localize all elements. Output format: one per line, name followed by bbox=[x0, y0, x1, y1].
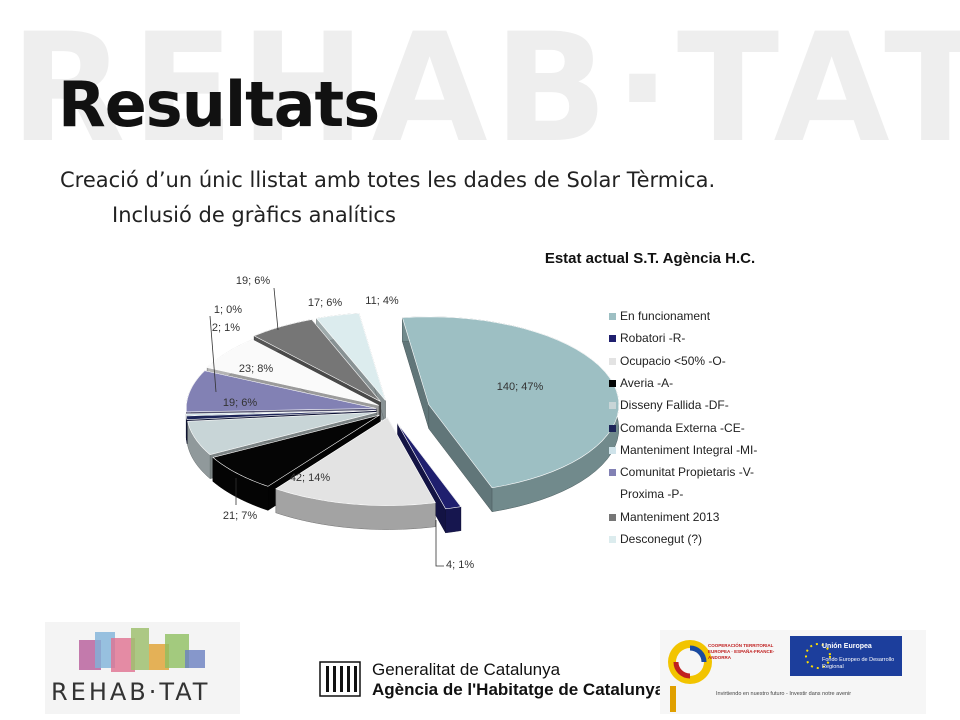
leader-line bbox=[209, 315, 217, 393]
leader-line bbox=[435, 520, 444, 567]
legend-swatch bbox=[609, 402, 616, 410]
legend-label: Robatori -R- bbox=[620, 331, 686, 346]
eu-title: Unión Europea bbox=[822, 643, 872, 650]
data-label-7: 23; 8% bbox=[239, 363, 273, 375]
legend-label: Ocupacio <50% -O- bbox=[620, 353, 726, 368]
legend-label: Averia -A- bbox=[620, 375, 674, 390]
eu-subtitle: Fondo Europeo de Desarrollo Regional bbox=[822, 657, 895, 670]
rehabitat-logo-text: REHAB·TAT bbox=[51, 678, 210, 706]
data-label-5: 2; 1% bbox=[212, 322, 240, 334]
rehabitat-watermark: REHAB·TAT bbox=[10, 2, 960, 170]
pie-slice-0 bbox=[402, 316, 620, 513]
gencat-name: Generalitat de Catalunya bbox=[372, 660, 561, 679]
leader-line bbox=[273, 287, 279, 331]
data-label-10: 11; 4% bbox=[365, 295, 399, 307]
poctefa-text: COOPERACIÓN TERRITORIAL EUROPEA · ESPAÑA… bbox=[708, 643, 775, 660]
legend-swatch bbox=[609, 446, 616, 454]
eu-funding-logos bbox=[660, 630, 926, 714]
subtitle-secondary: Inclusió de gràfics analítics bbox=[112, 203, 396, 227]
pie-slice-2 bbox=[275, 416, 436, 530]
data-label-6: 1; 0% bbox=[214, 304, 242, 316]
legend-label: Manteniment Integral -MI- bbox=[620, 442, 758, 457]
watermark-text: REHAB·TAT bbox=[10, 2, 960, 170]
pie-chart: 140; 47% 4; 1% 42; 14% 21; 7% 19; 6% 2; 1% 1; … bbox=[185, 275, 620, 571]
data-label-3: 21; 7% bbox=[223, 510, 257, 522]
chart-title: Estat actual S.T. Agència H.C. bbox=[544, 250, 756, 267]
agency-name: Agència de l'Habitatge de Catalunya bbox=[372, 680, 665, 699]
legend-swatch bbox=[609, 536, 616, 543]
legend-swatch bbox=[609, 424, 616, 432]
legend-label: Disseny Fallida -DF- bbox=[620, 398, 729, 413]
subtitle-primary: Creació d’un únic llistat amb totes les … bbox=[60, 168, 716, 192]
legend-swatch bbox=[609, 357, 616, 365]
gencat-logo bbox=[318, 658, 638, 700]
legend-swatch bbox=[609, 513, 616, 521]
eu-flag-icon bbox=[790, 636, 846, 676]
legend-swatch bbox=[609, 379, 616, 387]
legend-swatch bbox=[609, 335, 616, 343]
legend-label: Comunitat Propietaris -V- bbox=[620, 465, 755, 480]
rehabitat-logo: REHAB·TAT bbox=[45, 622, 240, 714]
legend-swatch bbox=[609, 469, 616, 477]
legend-label: Proxima -P- bbox=[620, 487, 684, 502]
data-label-9: 17; 6% bbox=[308, 297, 342, 309]
legend-label: Desconegut (?) bbox=[620, 532, 703, 546]
legend-label: En funcionament bbox=[620, 309, 711, 323]
legend-swatch bbox=[609, 313, 616, 320]
data-label-1: 4; 1% bbox=[446, 559, 474, 571]
slide-title: Resultats bbox=[58, 68, 380, 141]
data-label-4: 19; 6% bbox=[223, 397, 257, 409]
data-label-0: 140; 47% bbox=[497, 381, 544, 393]
eu-tagline: Invirtiendo en nuestro futuro - Investir… bbox=[716, 691, 852, 697]
legend-label: Manteniment 2013 bbox=[620, 509, 720, 524]
legend-label: Comanda Externa -CE- bbox=[620, 420, 745, 435]
data-label-8: 19; 6% bbox=[236, 275, 270, 287]
data-label-2: 42; 14% bbox=[290, 472, 331, 484]
